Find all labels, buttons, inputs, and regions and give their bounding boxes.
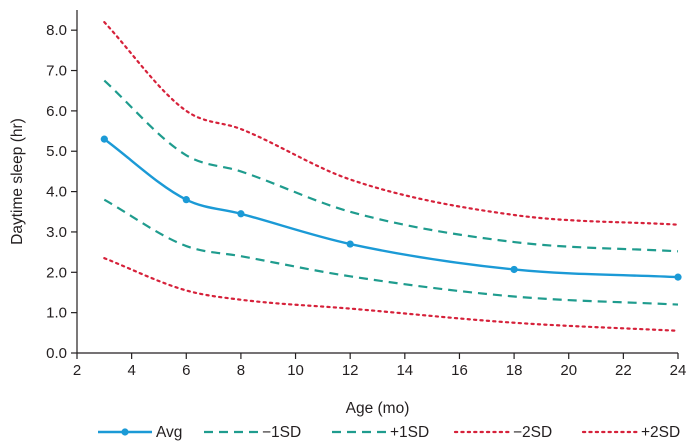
x-tick-label: 20	[560, 362, 577, 379]
legend-label-1: −1SD	[262, 424, 301, 441]
x-tick-label: 4	[127, 362, 135, 379]
plot-area	[100, 21, 682, 332]
x-tick-label: 12	[342, 362, 359, 379]
data-point	[182, 196, 190, 204]
y-tick-label: 6.0	[46, 103, 67, 120]
x-tick-label: 24	[670, 362, 687, 379]
x-tick-label: 16	[451, 362, 468, 379]
y-tick-label: 2.0	[46, 264, 67, 281]
y-tick-label: 7.0	[46, 63, 67, 80]
legend-label-3: −2SD	[513, 424, 552, 441]
x-tick-label: 18	[506, 362, 523, 379]
series-line-4	[103, 21, 680, 226]
x-tick-label: 10	[287, 362, 304, 379]
data-point	[237, 210, 245, 218]
axes: 0.01.02.03.04.05.06.07.08.02 4 6 8 10 12 14 16 1…	[46, 10, 686, 379]
x-tick-label: 8	[237, 362, 245, 379]
x-tick-label: 6	[182, 362, 190, 379]
x-tick-label: 14	[396, 362, 413, 379]
series-line-0	[103, 138, 679, 279]
x-tick-label: 2	[73, 362, 81, 379]
legend: Avg −1SD +1SD −2SD +2SD	[98, 424, 680, 441]
series-line-2	[103, 79, 679, 253]
data-point	[674, 273, 682, 281]
series-line-3	[103, 257, 680, 332]
y-tick-label: 3.0	[46, 224, 67, 241]
y-tick-label: 4.0	[46, 184, 67, 201]
legend-label-0: Avg	[156, 424, 182, 441]
legend-label-2: +1SD	[390, 424, 429, 441]
series-line-1	[103, 198, 679, 306]
data-point	[346, 240, 354, 248]
data-point	[100, 135, 108, 143]
y-tick-label: 5.0	[46, 143, 67, 160]
y-axis-title: Daytime sleep (hr)	[9, 118, 26, 245]
data-point	[510, 265, 518, 274]
y-tick-label: 8.0	[46, 22, 67, 39]
y-tick-label: 0.0	[46, 345, 67, 362]
y-tick-label: 1.0	[46, 305, 67, 322]
legend-label-4: +2SD	[641, 424, 680, 441]
legend-marker	[121, 428, 129, 436]
x-tick-label: 22	[615, 362, 632, 379]
x-axis-title: Age (mo)	[346, 400, 410, 417]
